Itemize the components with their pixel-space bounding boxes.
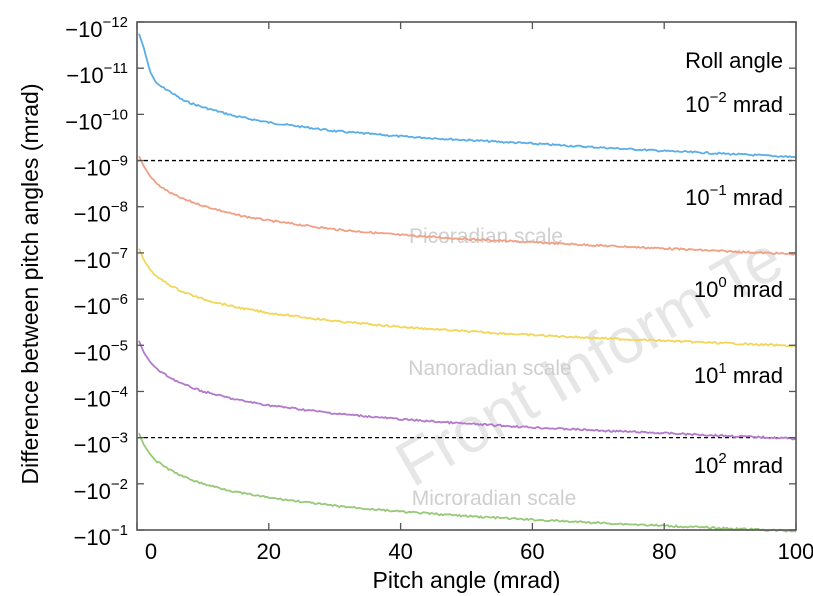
series-line <box>138 340 797 441</box>
y-tick-label: −10−8 <box>74 199 128 227</box>
y-tick-label: −10−2 <box>74 476 128 504</box>
y-axis-ticks: −10−12 −10−11 −10−10 −10−9 −10−8 −10−7 −10−6 −1… <box>65 14 796 550</box>
y-tick-label: −10−5 <box>74 337 128 365</box>
series-label: 100 mrad <box>694 274 783 302</box>
series-label: 10−2 mrad <box>685 89 783 117</box>
series-line <box>138 155 797 256</box>
plot-frame <box>136 21 797 531</box>
y-tick-label: −10−6 <box>74 291 128 319</box>
x-tick-label: 80 <box>652 539 676 564</box>
x-tick-label: 40 <box>388 539 412 564</box>
legend-title: Roll angle <box>685 48 783 73</box>
y-tick-label: −10−10 <box>65 106 128 134</box>
x-tick-label: 100 <box>778 539 813 564</box>
reference-line-layer <box>137 159 796 439</box>
series-label: 10−1 mrad <box>685 182 783 210</box>
series-line <box>138 33 797 159</box>
y-tick-label: −10−4 <box>74 383 128 411</box>
series-line <box>138 432 797 533</box>
y-tick-label: −10−3 <box>74 430 128 458</box>
x-axis-ticks: 0 20 40 60 80 100 <box>136 22 813 564</box>
y-tick-label: −10−12 <box>65 14 128 42</box>
x-axis-title: Pitch angle (mrad) <box>373 567 561 593</box>
x-tick-label: 0 <box>145 539 157 564</box>
y-tick-label: −10−1 <box>74 522 128 550</box>
series-layer <box>138 33 797 533</box>
series-line <box>138 248 796 348</box>
region-label: Nanoradian scale <box>408 357 571 380</box>
x-tick-label: 60 <box>520 539 544 564</box>
y-axis-title: Difference between pitch angles (mrad) <box>17 83 43 484</box>
y-tick-label: −10−9 <box>74 153 128 181</box>
x-tick-label: 20 <box>257 539 281 564</box>
series-label: 102 mrad <box>694 450 783 478</box>
series-label: 101 mrad <box>694 360 783 388</box>
y-tick-label: −10−11 <box>66 60 128 88</box>
region-label: Microradian scale <box>412 487 577 510</box>
y-tick-label: −10−7 <box>74 245 128 273</box>
legend-layer: Roll angle 10−2 mrad 10−1 mrad 100 mrad 101 … <box>685 48 783 478</box>
